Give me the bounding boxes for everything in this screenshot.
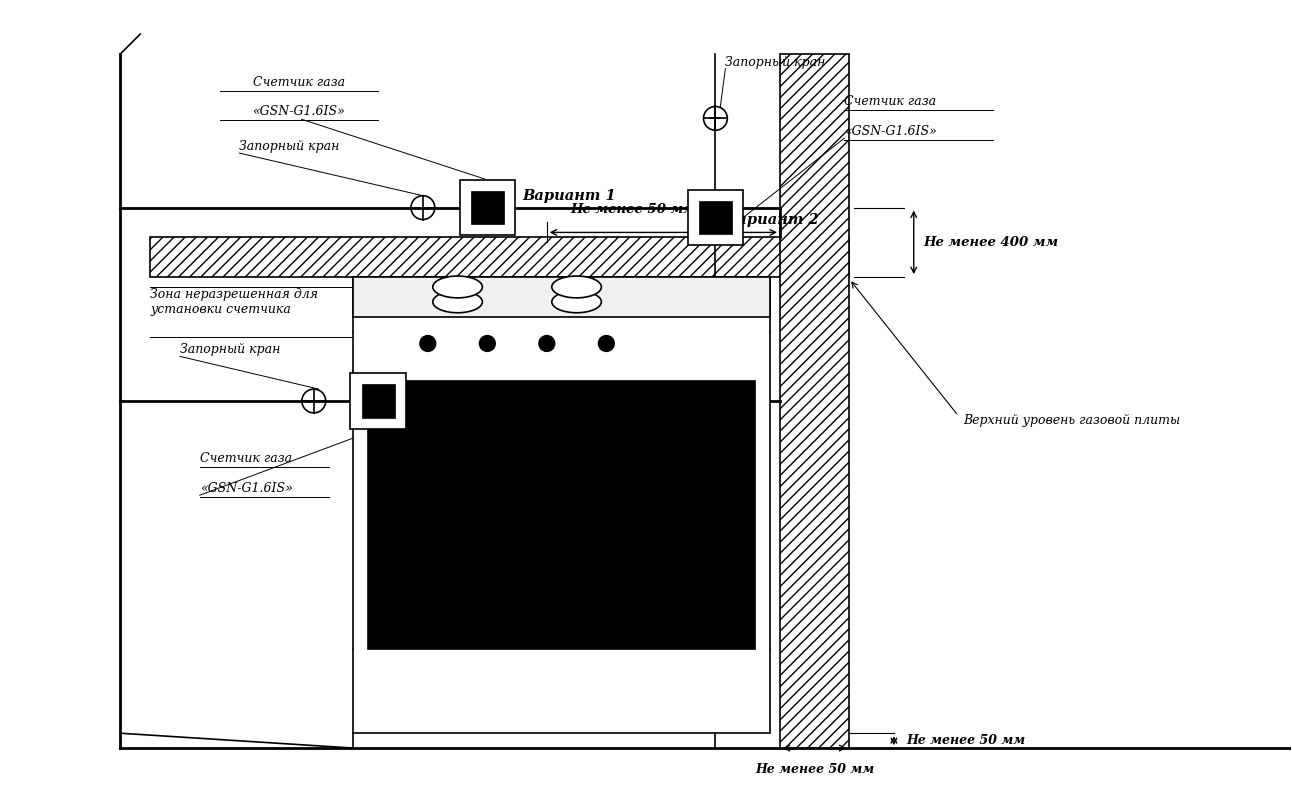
Text: Зона неразрешенная для
установки счетчика: Зона неразрешенная для установки счетчик… — [150, 288, 318, 316]
Ellipse shape — [552, 276, 601, 298]
Bar — [368, 381, 755, 649]
Bar — [687, 190, 743, 245]
Ellipse shape — [433, 291, 482, 313]
Bar — [460, 180, 516, 235]
Bar — [354, 277, 770, 317]
Text: Счетчик газа: Счетчик газа — [200, 452, 292, 465]
Text: Не менее 50 мм: Не менее 50 мм — [906, 734, 1025, 747]
Text: «GSN-G1.6IS»: «GSN-G1.6IS» — [252, 105, 345, 119]
Circle shape — [598, 335, 614, 351]
Ellipse shape — [433, 276, 482, 298]
Bar — [362, 384, 395, 418]
Circle shape — [479, 335, 495, 351]
Text: Запорный кран: Запорный кран — [180, 343, 280, 356]
Text: «GSN-G1.6IS»: «GSN-G1.6IS» — [200, 482, 292, 495]
Text: Счетчик газа: Счетчик газа — [845, 95, 937, 108]
Text: Вариант 3: Вариант 3 — [413, 382, 506, 396]
Text: Счетчик газа: Счетчик газа — [253, 75, 345, 88]
Text: Вариант 1: Вариант 1 — [522, 188, 616, 203]
Text: Запорный кран: Запорный кран — [725, 56, 826, 69]
Text: Не менее 50 мм: Не менее 50 мм — [755, 763, 875, 776]
Text: Верхний уровень газовой плиты: Верхний уровень газовой плиты — [964, 415, 1181, 427]
Circle shape — [420, 335, 435, 351]
Bar — [470, 191, 504, 225]
Text: Вариант 2: Вариант 2 — [725, 213, 819, 226]
Ellipse shape — [552, 291, 601, 313]
Text: Не менее 400 мм: Не менее 400 мм — [924, 236, 1059, 249]
Bar — [350, 373, 406, 429]
Bar — [780, 54, 849, 748]
Text: Запорный кран: Запорный кран — [239, 140, 340, 153]
Text: Не менее 50 мм: Не менее 50 мм — [571, 203, 696, 216]
Bar — [699, 200, 733, 234]
Bar — [354, 277, 770, 733]
Circle shape — [539, 335, 554, 351]
Bar — [150, 237, 849, 277]
Text: «GSN-G1.6IS»: «GSN-G1.6IS» — [845, 125, 937, 138]
